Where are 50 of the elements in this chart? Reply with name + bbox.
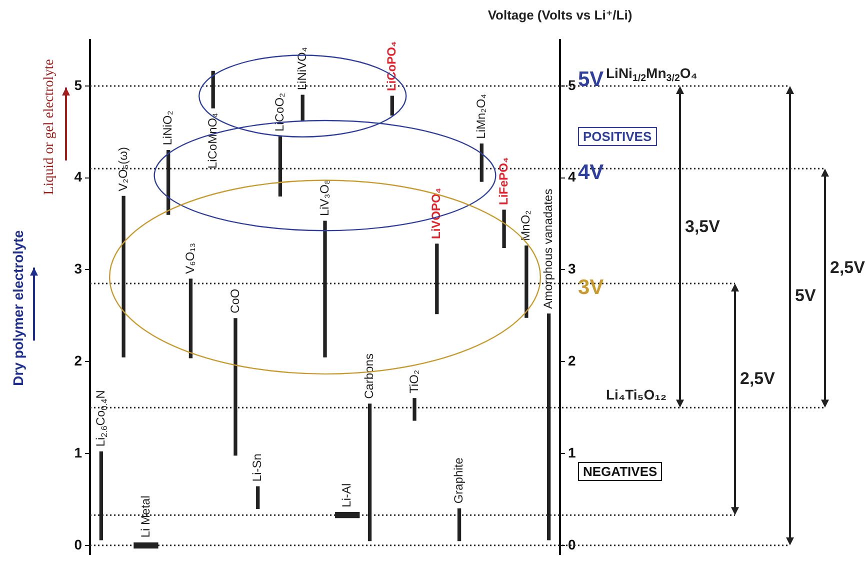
x-tick-label: TiO₂: [406, 369, 421, 394]
annotation: 4V: [578, 160, 604, 185]
y2-tick-label: 1: [568, 444, 576, 460]
bar: [256, 486, 260, 509]
y2-axis-title: Voltage (Volts vs Li⁺/Li): [488, 8, 632, 23]
y-tick-label: 5: [74, 76, 82, 93]
y-tick-label: 0: [74, 536, 82, 552]
x-tick-label: Graphite: [452, 457, 466, 504]
x-tick-label: V₂O₅(ω): [116, 147, 130, 192]
x-tick-label: Carbons: [362, 354, 376, 399]
text: 2,5V: [830, 258, 865, 278]
text: 2,5V: [740, 369, 775, 390]
y2-tick-label: 3: [568, 260, 576, 277]
x-tick-label: LiCoPO₄: [384, 41, 398, 92]
x-tick-label: LiNiVO₄: [294, 47, 309, 90]
x-tick-label: LiFePO₄: [496, 156, 510, 205]
y-tick-label: 1: [74, 444, 82, 460]
x-tick-label: MnO₂: [518, 210, 533, 241]
x-tick-label: LiMn₂O₄: [474, 94, 488, 139]
bar: [502, 210, 506, 248]
x-tick-label: V₆O₁₃: [183, 242, 198, 274]
y-tick-label: 3: [74, 260, 82, 277]
text: POSITIVES: [578, 127, 657, 146]
annotation: 5V: [578, 68, 604, 92]
y-tick-label: 2: [74, 352, 82, 368]
bar: [390, 96, 394, 116]
text: 3,5V: [685, 216, 720, 237]
x-tick-label: LiCoO₂: [272, 92, 287, 132]
text: Dry polymer electrolyte: [10, 230, 26, 386]
text: 5V: [795, 286, 816, 306]
x-tick-label: LiNiO₂: [160, 110, 175, 146]
legend-label: Li₄Ti₅O₁₂: [606, 386, 667, 402]
y-tick-label: 4: [74, 168, 82, 185]
x-tick-label: LiVOPO₄: [429, 188, 444, 239]
x-tick-label: CoO: [228, 288, 242, 314]
x-tick-label: LiCoMnO₄: [205, 112, 220, 169]
annotation: 3V: [578, 276, 604, 300]
bar: [300, 94, 304, 122]
y2-tick-label: 0: [568, 536, 576, 552]
y2-tick-label: 5: [568, 76, 576, 93]
y2-tick-label: 4: [568, 168, 576, 185]
x-tick-label: Li2.6Co0.4N: [94, 390, 110, 447]
x-tick-label: LiV₃O₈: [317, 179, 332, 216]
text: Liquid or gel electrolyte: [42, 60, 58, 196]
x-tick-label: Li-Al: [340, 483, 354, 508]
text: NEGATIVES: [578, 462, 662, 481]
x-tick-label: Li-Sn: [250, 454, 264, 482]
y2-tick-label: 2: [568, 352, 576, 368]
x-tick-label: Li Metal: [138, 496, 152, 538]
x-tick-label: Amorphous vanadates: [541, 188, 556, 309]
